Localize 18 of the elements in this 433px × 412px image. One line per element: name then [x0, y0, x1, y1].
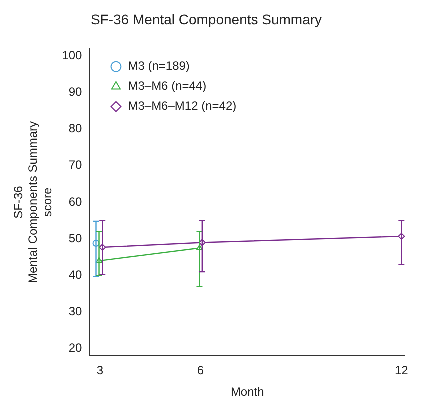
y-tick-label: 80 — [68, 122, 83, 136]
y-tick-label: 60 — [68, 194, 83, 209]
x-axis-title: Month — [230, 385, 264, 400]
y-tick-label: 70 — [68, 158, 83, 172]
y-tick-label: 100 — [62, 48, 83, 62]
x-tick-label: 6 — [197, 364, 204, 378]
legend-label: M3–M6–M12 (n=42) — [128, 99, 237, 114]
y-tick-label: 30 — [68, 304, 83, 319]
legend-label: M3–M6 (n=44) — [128, 79, 207, 94]
legend-label: M3 (n=189) — [128, 59, 190, 74]
x-tick-label: 12 — [394, 364, 409, 378]
y-tick-label: 90 — [68, 85, 83, 100]
y-tick-label: 20 — [68, 341, 83, 356]
chart-title: SF-36 Mental Components Summary — [90, 11, 322, 28]
y-tick-label: 50 — [68, 231, 83, 246]
x-tick-label: 3 — [96, 364, 104, 378]
y-tick-label: 40 — [68, 268, 83, 282]
y-axis-title: SF-36 Mental Components Summary score — [12, 121, 54, 284]
